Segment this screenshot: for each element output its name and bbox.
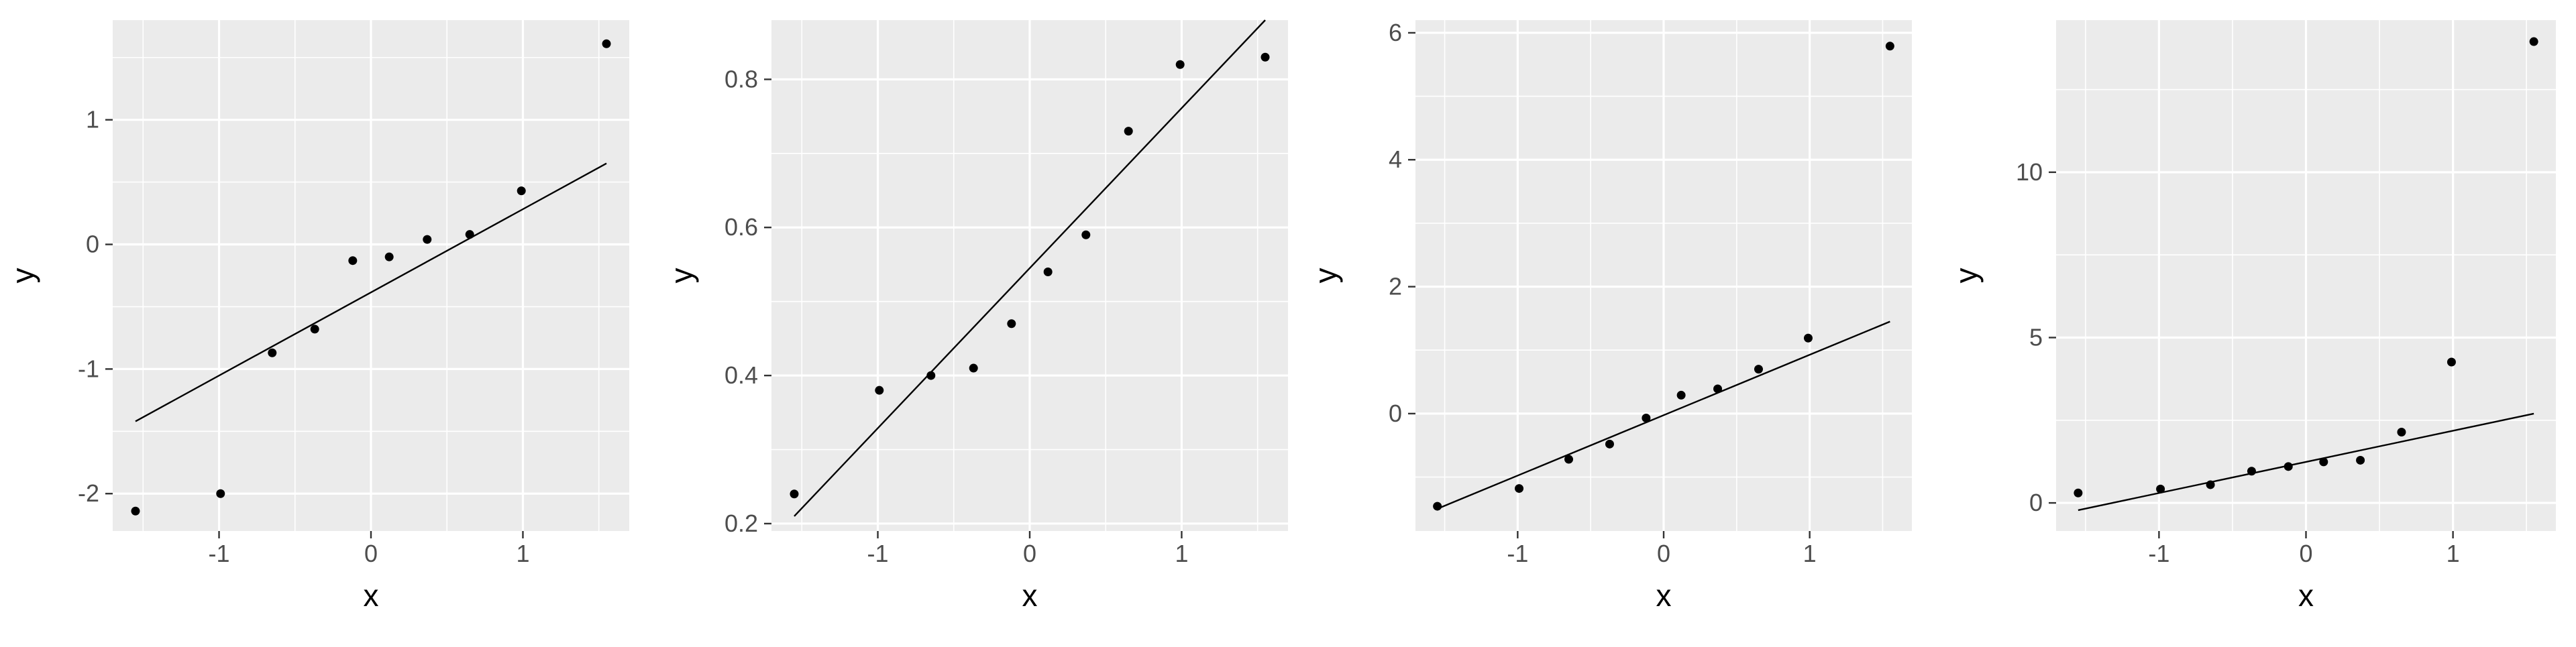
- data-point: [466, 230, 474, 239]
- data-point: [1044, 268, 1053, 276]
- y-tick-label: 10: [2016, 158, 2043, 186]
- data-point: [1605, 440, 1614, 449]
- data-point: [969, 364, 978, 373]
- x-tick-label: 0: [1657, 540, 1670, 567]
- x-axis-title: x: [1022, 578, 1038, 613]
- x-tick-label: 0: [1023, 540, 1036, 567]
- x-tick-label: 0: [2299, 540, 2312, 567]
- data-point: [2447, 357, 2456, 366]
- data-point: [385, 253, 394, 261]
- x-tick-label: 1: [1803, 540, 1817, 567]
- data-point: [1804, 334, 1813, 343]
- y-tick-label: 0: [2029, 489, 2043, 516]
- data-point: [348, 256, 357, 265]
- x-tick-label: -1: [1507, 540, 1528, 567]
- data-point: [2284, 462, 2293, 471]
- data-point: [926, 371, 935, 380]
- x-tick-label: 1: [516, 540, 529, 567]
- y-axis-title: y: [1949, 268, 1984, 284]
- data-point: [1176, 60, 1185, 69]
- y-tick-label: 0.4: [724, 361, 758, 389]
- y-tick-label: 0: [1389, 400, 1402, 427]
- data-point: [2206, 480, 2215, 489]
- data-point: [1081, 231, 1090, 239]
- data-point: [2074, 489, 2082, 497]
- panel-3: -1 0 1 0 2 4 6 x y: [1308, 19, 1912, 613]
- y-tick-label: 0.2: [724, 510, 758, 537]
- x-axis-title: x: [2298, 578, 2314, 613]
- data-point: [2397, 428, 2406, 436]
- x-tick-label: 0: [364, 540, 378, 567]
- data-point: [268, 349, 276, 357]
- y-axis-title: y: [5, 268, 40, 284]
- panel-2: -1 0 1 0.2 0.4 0.6 0.8 x y: [664, 20, 1288, 613]
- y-tick-label: 2: [1389, 273, 1402, 300]
- x-axis-title: x: [364, 578, 379, 613]
- data-point: [2319, 457, 2328, 466]
- data-point: [790, 489, 798, 498]
- data-point: [423, 235, 431, 244]
- data-point: [1124, 127, 1133, 135]
- y-axis-title: y: [1308, 268, 1343, 284]
- data-point: [131, 507, 140, 516]
- x-tick-label: -1: [867, 540, 889, 567]
- x-tick-label: 1: [1175, 540, 1188, 567]
- data-point: [1007, 319, 1016, 328]
- data-point: [1564, 455, 1573, 464]
- data-point: [1886, 42, 1894, 50]
- data-point: [1642, 414, 1650, 422]
- x-tick-label: -1: [209, 540, 230, 567]
- data-point: [602, 40, 611, 48]
- data-point: [1261, 53, 1270, 62]
- data-point: [2356, 456, 2365, 465]
- data-point: [2530, 38, 2538, 46]
- y-axis-title: y: [664, 268, 699, 284]
- panel-1: -1 0 1 -2 -1 0 1 x y: [5, 20, 629, 613]
- y-tick-label: 4: [1389, 145, 1402, 173]
- y-tick-label: 0.8: [724, 65, 758, 93]
- data-point: [2247, 467, 2256, 475]
- x-axis-title: x: [1656, 578, 1672, 613]
- data-point: [1515, 484, 1523, 493]
- data-point: [875, 386, 883, 395]
- data-point: [1677, 391, 1686, 400]
- y-tick-label: -2: [78, 479, 99, 507]
- y-tick-label: -1: [78, 355, 99, 382]
- x-tick-label: -1: [2148, 540, 2169, 567]
- y-tick-label: 6: [1389, 19, 1402, 46]
- data-point: [1713, 384, 1722, 393]
- data-point: [216, 489, 225, 498]
- data-point: [517, 186, 526, 195]
- y-tick-label: 5: [2029, 323, 2043, 351]
- y-tick-label: 0: [86, 231, 99, 258]
- data-point: [1754, 365, 1763, 373]
- data-point: [1433, 502, 1442, 511]
- x-tick-label: 1: [2447, 540, 2460, 567]
- y-tick-label: 1: [86, 106, 99, 133]
- data-point: [2156, 485, 2165, 493]
- data-point: [311, 325, 319, 333]
- y-tick-label: 0.6: [724, 213, 758, 241]
